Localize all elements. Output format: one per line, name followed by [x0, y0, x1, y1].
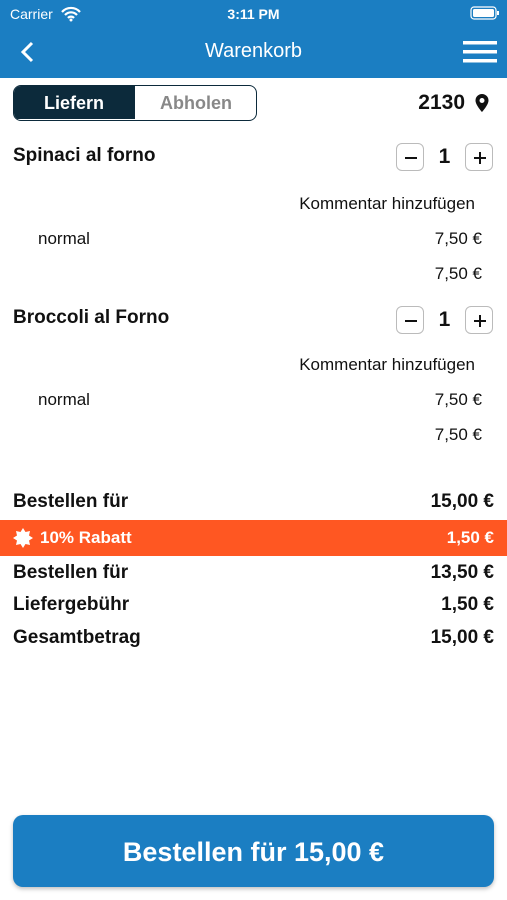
order-button-label[interactable]: Bestellen für 15,00 €	[122, 837, 385, 867]
increase-button[interactable]	[465, 143, 493, 171]
add-comment[interactable]: Kommentar hinzufügen	[299, 355, 475, 374]
menu-button[interactable]	[462, 38, 498, 66]
decrease-button[interactable]	[396, 143, 424, 171]
item-option: normal	[38, 229, 90, 248]
quantity: 1	[438, 145, 451, 168]
subtotal-value: 15,00 €	[430, 491, 494, 512]
header-title: Warenkorb	[204, 40, 303, 62]
delivery-fee-label: Liefergebühr	[13, 594, 130, 615]
item-total: 7,50 €	[434, 264, 482, 283]
header-bar	[0, 0, 507, 78]
quantity: 1	[438, 308, 451, 331]
item-option: normal	[38, 390, 90, 409]
item-total: 7,50 €	[434, 425, 482, 444]
item-name: Broccoli al Forno	[13, 307, 170, 328]
option-price: 7,50 €	[434, 390, 482, 409]
tab-control	[13, 85, 257, 121]
discount-bar	[0, 520, 507, 556]
discounted-value: 13,50 €	[430, 562, 494, 583]
discount-label: 10% Rabatt	[40, 528, 132, 547]
wifi-icon	[61, 6, 81, 22]
tab-pickup[interactable]: Abholen	[160, 93, 232, 113]
time: 3:11 PM	[227, 6, 280, 22]
tab-active-bg	[14, 86, 135, 119]
increase-button[interactable]	[465, 306, 493, 334]
battery-icon	[470, 6, 499, 20]
item-name: Spinaci al forno	[13, 145, 156, 166]
decrease-button[interactable]	[396, 306, 424, 334]
location-icon	[475, 94, 489, 112]
option-price: 7,50 €	[434, 229, 482, 248]
add-comment[interactable]: Kommentar hinzufügen	[299, 194, 475, 213]
carrier: Carrier	[10, 6, 53, 22]
delivery-fee-value: 1,50 €	[441, 594, 494, 615]
back-button[interactable]	[16, 40, 40, 64]
order-button[interactable]: Bestellen für 15,00 €	[13, 815, 494, 887]
discount-value: 1,50 €	[446, 528, 494, 547]
total-value: 15,00 €	[430, 627, 494, 648]
subtotal-label: Bestellen für	[13, 491, 129, 512]
tab-deliver[interactable]: Liefern	[43, 93, 104, 113]
total-label: Gesamtbetrag	[13, 627, 141, 648]
postcode[interactable]: 2130	[418, 91, 465, 114]
discounted-label: Bestellen für	[13, 562, 129, 583]
discount-icon	[13, 528, 33, 548]
